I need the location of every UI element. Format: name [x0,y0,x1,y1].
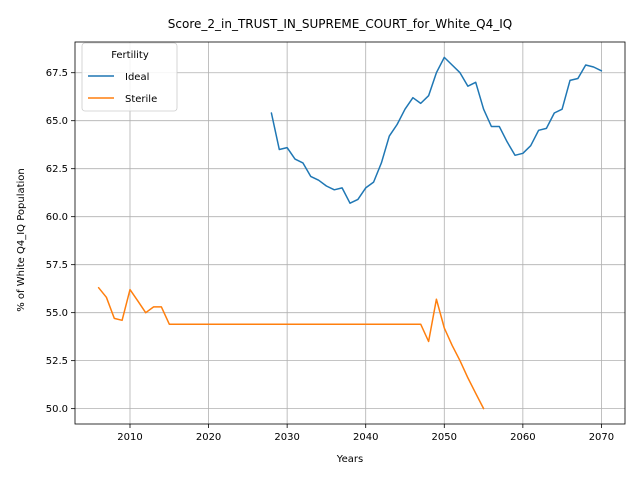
y-axis-label: % of White Q4_IQ Population [16,168,27,312]
legend: Fertility Ideal Sterile [81,42,178,112]
y-tick-label: 50.0 [46,404,68,415]
y-tick-label: 65.0 [46,116,68,127]
legend-box [81,42,178,112]
y-tick-label: 57.5 [46,260,68,271]
legend-title: Fertility [111,50,149,61]
x-tick-label: 2030 [274,432,299,443]
legend-label-sterile: Sterile [125,94,157,105]
chart-title: Score_2_in_TRUST_IN_SUPREME_COURT_for_Wh… [168,17,512,31]
series-line-ideal [270,56,603,204]
x-axis-label: Years [336,454,363,465]
series-line-sterile [97,286,485,410]
plot-frame [74,41,626,425]
grid-lines [75,42,625,424]
x-tick-label: 2050 [432,432,457,443]
y-tick-label: 62.5 [46,164,68,175]
x-tick-label: 2060 [510,432,535,443]
y-axis-ticks: 50.0 52.5 55.0 57.5 60.0 62.5 65.0 67.5 [46,68,75,415]
x-tick-label: 2010 [117,432,142,443]
y-tick-label: 52.5 [46,356,68,367]
series-layer [97,56,603,410]
x-tick-label: 2070 [589,432,614,443]
x-tick-label: 2020 [196,432,221,443]
y-tick-label: 60.0 [46,212,68,223]
x-tick-label: 2040 [353,432,378,443]
legend-label-ideal: Ideal [125,72,149,83]
x-axis-ticks: 2010 2020 2030 2040 2050 2060 2070 [117,424,614,443]
y-tick-label: 67.5 [46,68,68,79]
y-tick-label: 55.0 [46,308,68,319]
